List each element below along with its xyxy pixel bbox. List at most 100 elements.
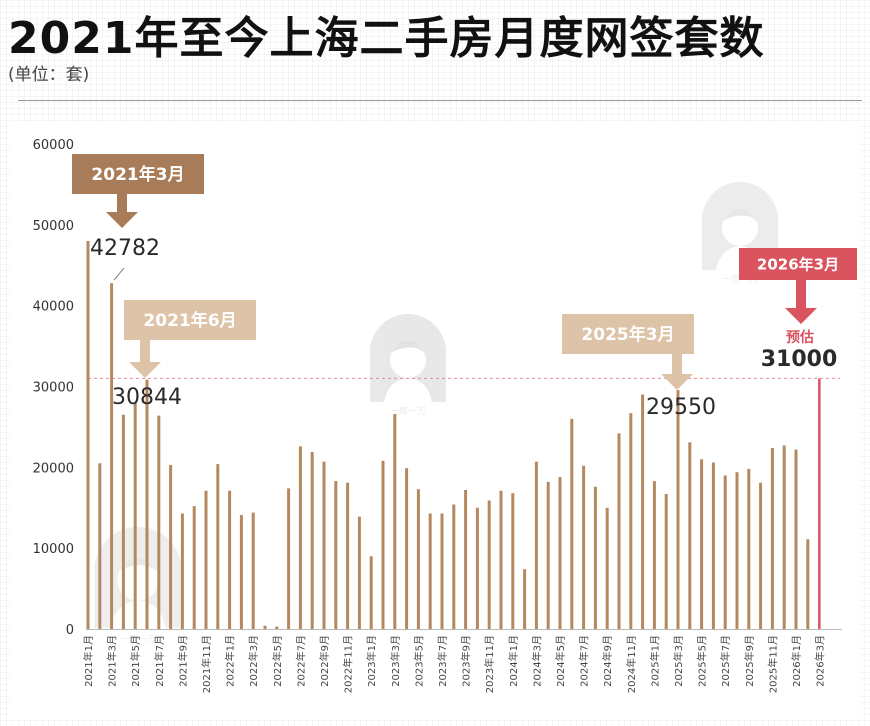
bar	[322, 461, 326, 629]
bar	[534, 461, 538, 629]
bar	[794, 449, 798, 629]
bar-chart: 一房一万一房一万一房一万0100002000030000400005000060…	[33, 138, 857, 693]
bar	[110, 283, 114, 629]
x-tick-label: 2024年7月	[578, 635, 591, 687]
x-tick-label: 2024年5月	[554, 635, 567, 687]
x-tick-label: 2022年9月	[318, 635, 331, 687]
watermark-logo	[94, 526, 182, 628]
bar	[346, 482, 350, 629]
bar	[239, 515, 243, 629]
bar	[806, 539, 810, 629]
x-tick-label: 2023年5月	[412, 635, 425, 687]
bar	[617, 433, 621, 629]
x-tick-label: 2025年5月	[696, 635, 709, 687]
bar	[593, 486, 597, 629]
x-tick-label: 2025年7月	[719, 635, 732, 687]
y-tick-label: 50000	[33, 219, 74, 234]
bar	[523, 569, 527, 629]
chart-panel: 一房一万一房一万一房一万0100002000030000400005000060…	[10, 122, 860, 720]
x-tick-label: 2021年7月	[153, 635, 166, 687]
x-tick-label: 2022年7月	[294, 635, 307, 687]
x-tick-label: 2026年1月	[790, 635, 803, 687]
bar	[747, 468, 751, 629]
value-label: 42782	[90, 236, 160, 261]
bar	[416, 489, 420, 629]
bar	[676, 390, 680, 629]
watermark-text: 一房一万	[390, 405, 426, 417]
x-tick-label: 2026年3月	[814, 635, 827, 687]
bar	[464, 489, 468, 629]
watermark-face	[722, 210, 758, 246]
x-tick-label: 2025年9月	[743, 635, 756, 687]
bar	[263, 625, 267, 629]
bar	[770, 447, 774, 629]
x-tick-label: 2022年1月	[224, 635, 237, 687]
bar	[133, 402, 137, 629]
x-tick-label: 2021年11月	[200, 635, 213, 693]
bar	[582, 465, 586, 629]
bar	[511, 493, 515, 629]
bar	[452, 504, 456, 629]
bar	[546, 481, 550, 629]
callout-banner	[72, 154, 204, 194]
bar	[428, 513, 432, 629]
bar	[641, 394, 645, 629]
bar	[700, 459, 704, 629]
x-tick-label: 2025年1月	[648, 635, 661, 687]
forecast-note: 预估	[786, 329, 814, 346]
watermark-hair	[392, 340, 426, 354]
bar	[369, 556, 373, 629]
unit-label: (单位：套)	[8, 65, 90, 85]
bar	[570, 418, 574, 629]
watermark-hair	[119, 557, 159, 573]
x-tick-label: 2025年3月	[672, 635, 685, 687]
x-tick-label: 2024年9月	[601, 635, 614, 687]
bar	[487, 500, 491, 629]
bar	[287, 488, 291, 629]
callout-label: 2021年3月	[91, 164, 184, 185]
x-tick-label: 2024年1月	[507, 635, 520, 687]
bar	[251, 512, 255, 629]
watermark-text: 一房一万	[120, 633, 156, 645]
callout-label: 2026年3月	[757, 255, 839, 273]
x-tick-label: 2022年11月	[342, 635, 355, 693]
bar	[145, 379, 149, 629]
bar	[405, 468, 409, 629]
bar	[652, 481, 656, 629]
bar	[98, 463, 102, 629]
bar	[157, 415, 161, 629]
x-tick-label: 2023年1月	[365, 635, 378, 687]
bar	[735, 472, 739, 629]
y-tick-label: 60000	[33, 138, 74, 153]
x-tick-label: 2025年11月	[766, 635, 779, 693]
bar	[381, 460, 385, 629]
value-label: 29550	[646, 395, 716, 420]
bar	[169, 464, 173, 629]
bar	[711, 462, 715, 629]
forecast-bar	[818, 378, 821, 629]
callout-arrow	[129, 340, 161, 378]
bar	[499, 490, 503, 629]
title-divider	[18, 100, 862, 101]
watermark-body	[384, 378, 432, 402]
callout-leader	[113, 267, 125, 281]
x-tick-label: 2021年3月	[106, 635, 119, 687]
bar	[605, 507, 609, 629]
callout-label: 2025年3月	[581, 324, 674, 345]
value-label: 31000	[761, 347, 838, 372]
bar	[782, 445, 786, 629]
bar	[629, 413, 633, 629]
callout-banner	[739, 248, 857, 280]
chart-title: 2021年至今上海二手房月度网签套数	[8, 13, 765, 64]
x-tick-label: 2023年7月	[436, 635, 449, 687]
x-tick-label: 2021年5月	[129, 635, 142, 687]
bar	[121, 414, 125, 629]
watermark-hair	[724, 208, 758, 222]
x-tick-label: 2021年9月	[176, 635, 189, 687]
bar	[558, 477, 562, 629]
bar	[86, 241, 90, 629]
bar	[334, 481, 338, 629]
bar	[357, 516, 361, 629]
bar	[664, 494, 668, 629]
bar	[440, 513, 444, 629]
